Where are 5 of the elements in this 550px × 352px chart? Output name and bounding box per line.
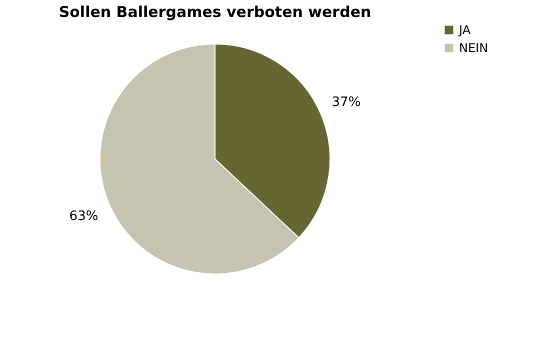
data-label: 63% — [69, 208, 98, 224]
legend-label: NEIN — [459, 41, 488, 55]
data-label: 37% — [332, 95, 361, 110]
legend-label: JA — [458, 23, 472, 37]
chart-title: Sollen Ballergames verboten werden — [58, 3, 372, 21]
